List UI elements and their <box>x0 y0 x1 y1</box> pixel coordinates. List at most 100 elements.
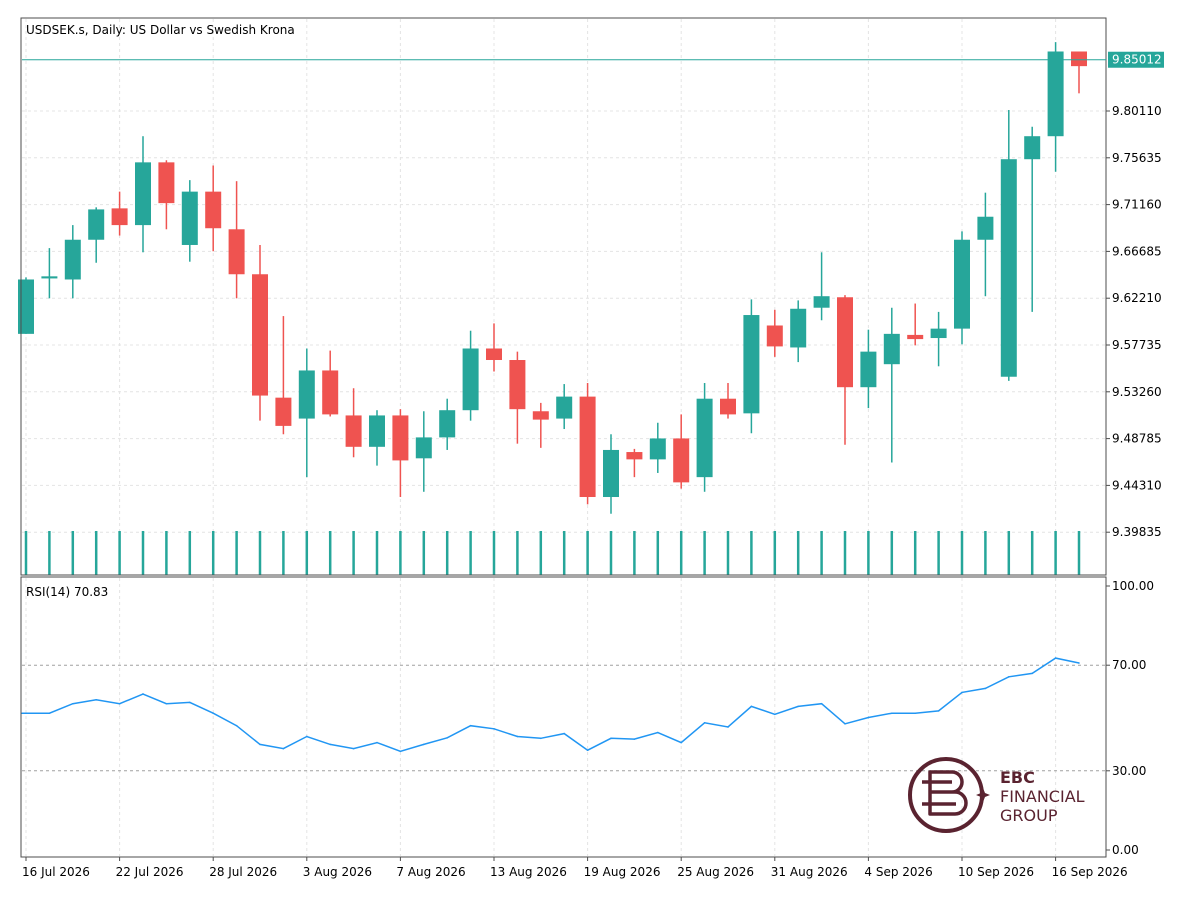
candle-body <box>556 396 573 419</box>
x-tick-label: 22 Jul 2026 <box>116 865 184 879</box>
rsi-point <box>750 705 753 708</box>
price-tick-label: 9.44310 <box>1112 478 1162 492</box>
rsi-point <box>657 731 659 734</box>
current-price-tag <box>1108 51 1164 68</box>
candle-body <box>415 437 432 459</box>
candle-body <box>743 315 760 414</box>
rsi-point <box>774 713 776 716</box>
rsi-point <box>610 737 612 740</box>
candle-body <box>532 411 549 420</box>
current-price-marker: 9.85012 <box>22 51 1164 68</box>
candle-body <box>883 333 900 365</box>
rsi-point <box>516 735 519 738</box>
rsi-point <box>540 737 542 740</box>
candle-body <box>88 209 105 240</box>
rsi-title: RSI(14) 70.83 <box>26 585 108 599</box>
price-tick-label: 9.80110 <box>1112 104 1162 118</box>
rsi-point <box>21 712 23 715</box>
candle-body <box>64 239 81 280</box>
price-tick-label: 9.53260 <box>1112 385 1162 399</box>
rsi-tick-label: 100.00 <box>1112 579 1154 593</box>
candle-body <box>626 452 643 460</box>
rsi-point <box>142 693 144 695</box>
candle-body <box>720 398 736 415</box>
candle-body <box>322 370 339 415</box>
price-tick-label: 9.75635 <box>1112 151 1162 165</box>
candle-layer <box>18 42 1087 514</box>
x-tick-label: 13 Aug 2026 <box>490 865 567 879</box>
price-tick-label: 9.62210 <box>1112 291 1162 305</box>
x-tick-label: 3 Aug 2026 <box>303 865 372 879</box>
rsi-tick-label: 70.00 <box>1112 658 1146 672</box>
rsi-point <box>1008 676 1010 678</box>
candle-body <box>369 415 385 447</box>
rsi-point <box>282 747 285 750</box>
candle-body <box>1000 159 1017 377</box>
ebc-logo-line3: GROUP <box>1000 806 1058 825</box>
price-tick-label: 9.48785 <box>1112 432 1162 446</box>
candle-body <box>977 216 994 240</box>
candle-body <box>111 208 128 226</box>
rsi-point <box>680 741 682 744</box>
x-tick-label: 31 Aug 2026 <box>771 865 848 879</box>
candle-body <box>649 438 666 460</box>
rsi-point <box>212 712 214 715</box>
rsi-layer <box>21 657 1105 772</box>
candle-body <box>439 410 456 438</box>
candle-body <box>579 396 596 498</box>
candle-body <box>135 162 151 226</box>
rsi-point <box>1031 672 1033 675</box>
x-tick-label: 19 Aug 2026 <box>584 865 661 879</box>
rsi-point <box>376 741 378 744</box>
candle-body <box>228 229 245 275</box>
candle-body <box>181 191 198 245</box>
rsi-point <box>423 743 425 746</box>
candle-body <box>1047 51 1064 137</box>
volume-layer <box>24 531 1081 575</box>
main-chart-title: USDSEK.s, Daily: US Dollar vs Swedish Kr… <box>26 23 295 37</box>
rsi-point <box>820 702 823 705</box>
rsi-point <box>259 743 261 746</box>
x-tick-label: 25 Aug 2026 <box>677 865 754 879</box>
rsi-point <box>72 702 74 705</box>
candle-body <box>462 348 479 411</box>
candle-body <box>954 239 970 329</box>
rsi-point <box>469 724 472 727</box>
candle-body <box>18 279 34 334</box>
rsi-pane-frame <box>20 576 1107 858</box>
main-pane-frame <box>20 17 1107 576</box>
candle-body <box>766 325 783 347</box>
candle-body <box>930 328 947 339</box>
rsi-line <box>22 657 1080 753</box>
rsi-point <box>914 712 916 715</box>
rsi-point <box>984 687 987 690</box>
rsi-point <box>399 750 402 753</box>
sparkle-icon <box>976 788 990 802</box>
price-tick-label: 9.57735 <box>1112 338 1162 352</box>
rsi-tick-label: 0.00 <box>1112 843 1139 857</box>
candle-body <box>837 297 853 388</box>
x-tick-label: 28 Jul 2026 <box>209 865 277 879</box>
rsi-point <box>352 747 355 750</box>
rsi-point <box>189 701 191 704</box>
rsi-point <box>937 710 940 712</box>
candle-body <box>486 348 502 361</box>
candle-body <box>158 162 175 204</box>
candle-body <box>1024 136 1041 160</box>
ebc-logo-line2: FINANCIAL <box>1000 787 1085 806</box>
candle-body <box>205 191 222 229</box>
rsi-point <box>118 702 121 705</box>
price-tick-label: 9.66685 <box>1112 244 1162 258</box>
rsi-point <box>446 737 449 739</box>
candle-body <box>907 334 924 340</box>
rsi-point <box>493 728 495 730</box>
candle-body <box>41 276 58 279</box>
candle-body <box>860 351 877 388</box>
rsi-point <box>797 705 799 708</box>
ebc-logo-mark <box>922 770 968 816</box>
rsi-tick-label: 30.00 <box>1112 764 1146 778</box>
rsi-point <box>703 721 706 724</box>
ebc-logo-emblem <box>908 757 984 833</box>
